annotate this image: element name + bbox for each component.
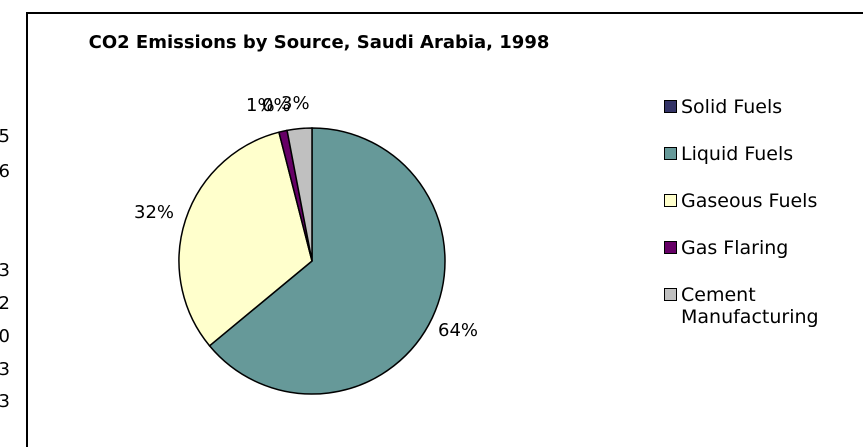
legend-swatch [664, 194, 677, 207]
chart-area [26, 12, 863, 447]
chart-title: CO2 Emissions by Source, Saudi Arabia, 1… [88, 32, 550, 53]
data-label-gaseous-fuels: 32% [134, 202, 174, 223]
legend-swatch [664, 147, 677, 160]
legend-item-liquid-fuels: Liquid Fuels [664, 143, 841, 165]
legend-swatch [664, 241, 677, 254]
edge-fragment: 2 [0, 293, 10, 314]
pie-slice-gaseous-fuels [178, 131, 313, 347]
legend-item-cement-manufacturing: Cement Manufacturing [664, 284, 841, 328]
legend-swatch [664, 100, 677, 113]
edge-fragment: 3 [0, 359, 10, 380]
data-label-gas-flaring: 1% [246, 95, 275, 116]
legend-item-solid-fuels: Solid Fuels [664, 96, 841, 118]
pie-slice-cement-manufacturing [286, 127, 313, 262]
legend-label: Gas Flaring [681, 237, 789, 259]
clipped-axis-fragments: 5 6 3 2 0 3 3 [0, 0, 12, 447]
pie-slice-liquid-fuels [208, 127, 446, 395]
legend-label: Solid Fuels [681, 96, 783, 118]
data-label-liquid-fuels: 64% [438, 320, 478, 341]
edge-fragment: 6 [0, 161, 10, 182]
legend-label: Liquid Fuels [681, 143, 794, 165]
legend-label: Gaseous Fuels [681, 190, 818, 212]
legend-label: Cement Manufacturing [681, 284, 819, 328]
chart-legend: Solid Fuels Liquid Fuels Gaseous Fuels G… [664, 96, 841, 328]
edge-fragment: 3 [0, 391, 10, 412]
legend-item-gas-flaring: Gas Flaring [664, 237, 841, 259]
edge-fragment: 3 [0, 260, 10, 281]
legend-swatch [664, 288, 677, 301]
data-label-solid-fuels: 0% [262, 95, 291, 116]
edge-fragment: 0 [0, 326, 10, 347]
legend-item-gaseous-fuels: Gaseous Fuels [664, 190, 841, 212]
data-label-cement-manufacturing: 3% [281, 93, 310, 114]
edge-fragment: 5 [0, 126, 10, 147]
